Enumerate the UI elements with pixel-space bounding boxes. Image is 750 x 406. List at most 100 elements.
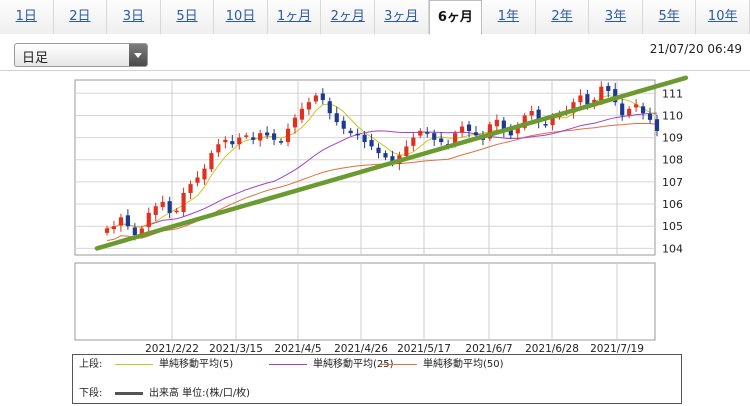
- candle-body: [111, 226, 117, 230]
- candle-body: [411, 137, 416, 146]
- legend-ma25: 単純移動平均(25): [269, 358, 394, 372]
- ma25-line: [106, 112, 658, 229]
- y-tick-label: 108: [662, 154, 683, 167]
- candle-body: [139, 228, 144, 236]
- candle-body: [160, 201, 165, 207]
- x-tick-label: 2021/7/19: [590, 343, 644, 355]
- trendline: [94, 75, 689, 251]
- candle-body: [432, 133, 437, 140]
- timestamp: 21/07/20 06:49: [649, 42, 742, 56]
- candle-body: [473, 132, 479, 136]
- candle-body: [369, 140, 374, 147]
- candle-body: [453, 133, 458, 145]
- candle-body: [515, 126, 520, 134]
- candle-body: [620, 103, 625, 116]
- tab-9[interactable]: 6ヶ月: [428, 0, 483, 35]
- candle-body: [362, 134, 367, 143]
- candle-body: [501, 120, 506, 131]
- candle-body: [223, 139, 228, 143]
- candle-body: [118, 217, 124, 226]
- candle-body: [522, 115, 527, 128]
- ma5-line: [106, 94, 658, 229]
- candle-body: [466, 124, 472, 131]
- candle-body: [188, 184, 193, 193]
- tab-5[interactable]: 10日: [214, 0, 268, 34]
- legend-ma25-text: 単純移動平均(25): [313, 359, 394, 370]
- tab-14[interactable]: 10年: [696, 0, 750, 34]
- y-tick-label: 104: [662, 242, 683, 255]
- period-tabs: 1日 2日 3日 5日 10日 1ヶ月 2ヶ月 3ヶ月 6ヶ月 1年 2年 3年 5年 10年: [0, 0, 750, 35]
- candle-body: [209, 153, 214, 170]
- candle-body: [104, 228, 110, 233]
- tab-6[interactable]: 1ヶ月: [267, 0, 322, 34]
- y-tick-label: 111: [662, 87, 683, 100]
- tab-4[interactable]: 5日: [160, 0, 215, 34]
- candle-body: [418, 130, 423, 136]
- x-tick-label: 2021/6/7: [465, 343, 512, 355]
- volume-plot-area: [74, 262, 656, 341]
- tab-11[interactable]: 2年: [535, 0, 590, 34]
- y-tick-label: 110: [662, 109, 683, 122]
- candle-body: [153, 206, 158, 215]
- candle-body: [132, 227, 137, 236]
- legend-ma50-text: 単純移動平均(50): [423, 359, 504, 370]
- candle-body: [125, 215, 130, 227]
- candle-body: [244, 135, 249, 137]
- x-tick-label: 2021/2/22: [145, 343, 199, 355]
- candle-body: [272, 133, 277, 140]
- legend-ma50-swatch: [379, 363, 417, 365]
- candle-body: [230, 141, 235, 145]
- candle-body: [278, 141, 284, 143]
- chart-type-select[interactable]: 日足: [14, 43, 148, 67]
- y-tick-label: 109: [662, 132, 683, 145]
- candle-body: [216, 144, 221, 153]
- candle-body: [459, 126, 465, 133]
- candle-body: [543, 124, 548, 126]
- candle-body: [390, 156, 395, 162]
- tab-8[interactable]: 3ヶ月: [375, 0, 429, 34]
- candle-body: [299, 108, 305, 120]
- tab-12[interactable]: 3年: [589, 0, 643, 34]
- candle-body: [606, 85, 611, 92]
- candle-body: [487, 124, 492, 139]
- candle-body: [571, 102, 576, 113]
- legend-volume: 出来高 単位:(株/口/枚): [115, 387, 250, 401]
- candle-body: [195, 177, 200, 183]
- chart-type-value: 日足: [22, 51, 49, 66]
- candle-body: [634, 104, 639, 108]
- legend-ma25-swatch: [269, 363, 307, 365]
- chart-frame: [0, 70, 750, 406]
- candle-body: [320, 93, 325, 100]
- candle-body: [285, 128, 291, 143]
- candle-body: [265, 132, 270, 136]
- y-tick-label: 105: [662, 220, 683, 233]
- candle-body: [529, 111, 534, 116]
- candle-body: [251, 137, 256, 140]
- candle-body: [439, 138, 444, 143]
- tab-1[interactable]: 1日: [0, 0, 54, 34]
- candle-body: [376, 147, 381, 154]
- x-tick-label: 2021/3/15: [209, 343, 263, 355]
- tab-10[interactable]: 1年: [482, 0, 536, 34]
- candle-body: [258, 133, 263, 141]
- tab-13[interactable]: 5年: [642, 0, 697, 34]
- legend-ma50: 単純移動平均(50): [379, 358, 504, 372]
- candle-body: [585, 94, 590, 105]
- candle-body: [313, 95, 318, 102]
- legend-lower-label: 下段:: [79, 388, 103, 399]
- candle-body: [181, 192, 186, 213]
- candle-body: [174, 210, 179, 213]
- y-tick-label: 107: [662, 176, 683, 189]
- candle-body: [578, 95, 583, 103]
- tab-7[interactable]: 2ヶ月: [321, 0, 375, 34]
- x-tick-label: 2021/6/28: [525, 343, 579, 355]
- candle-body: [613, 89, 618, 103]
- tab-3[interactable]: 3日: [107, 0, 161, 34]
- candle-body: [167, 201, 172, 213]
- candle-body: [348, 130, 353, 134]
- chevron-down-icon[interactable]: [129, 44, 147, 66]
- tab-2[interactable]: 2日: [53, 0, 108, 34]
- legend-upper-label: 上段:: [79, 359, 103, 370]
- x-tick-label: 2021/4/5: [274, 343, 321, 355]
